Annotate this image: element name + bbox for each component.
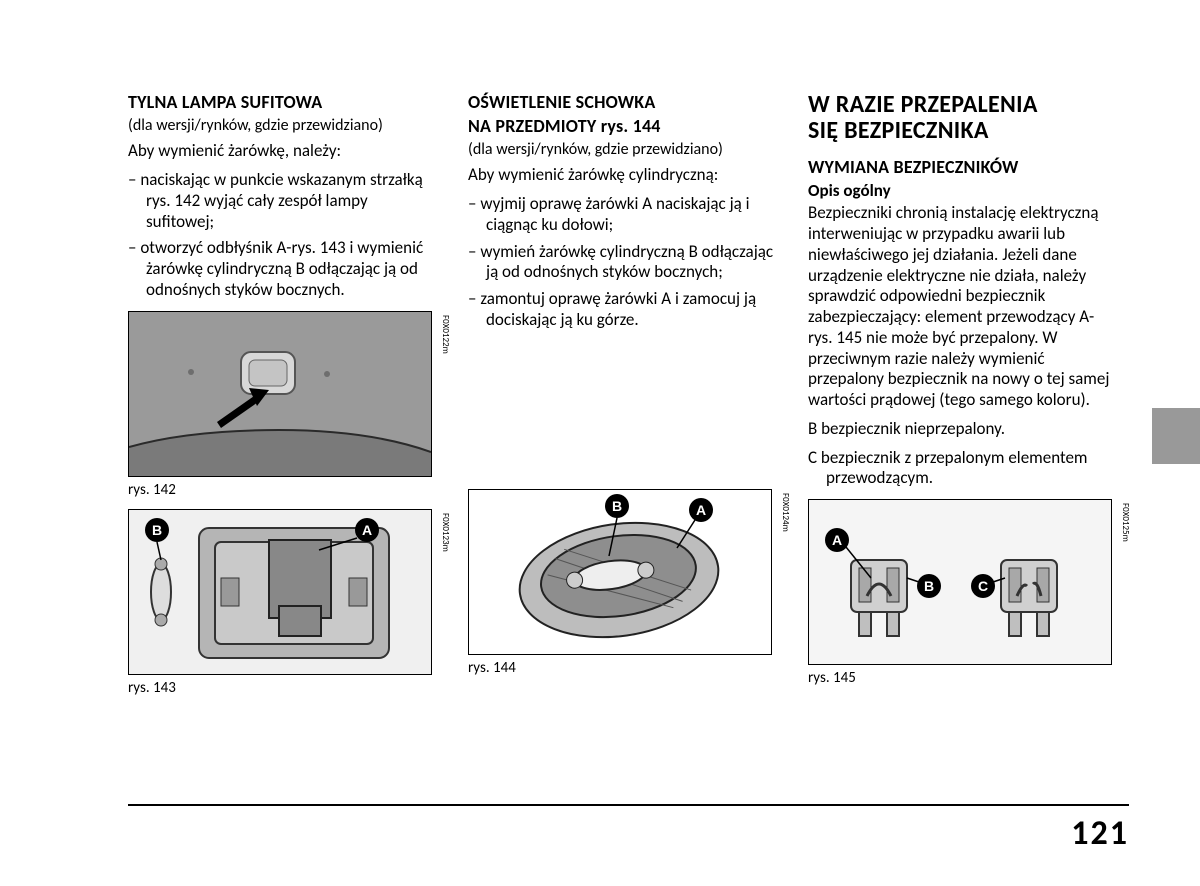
col3-heading: WYMIANA BEZPIECZNIKÓW [808, 157, 1118, 179]
fig145-caption: rys. 145 [808, 669, 1118, 687]
col1-heading: TYLNA LAMPA SUFITOWA [128, 92, 438, 114]
col2-sub: (dla wersji/rynków, gdzie przewidziano) [468, 140, 778, 160]
fig143-caption: rys. 143 [128, 679, 438, 697]
svg-text:A: A [832, 532, 842, 548]
col3-title: W RAZIE PRZEPALENIA SIĘ BEZPIECZNIKA [808, 92, 1118, 145]
col3-p3: C bezpiecznik z przepalonym elementem pr… [808, 448, 1118, 489]
col2-li2: wymień żarówkę cylindryczną B odłączając… [468, 242, 778, 283]
fig144-caption: rys. 144 [468, 659, 778, 677]
col2-li1: wyjmij oprawę żarówki A naciskając ją i … [468, 194, 778, 235]
column-2: OŚWIETLENIE SCHOWKA NA PRZEDMIOTY rys. 1… [468, 92, 778, 697]
horizontal-rule [128, 804, 1129, 806]
fig142-code: F0X0122m [439, 315, 450, 354]
col1-li2: otworzyć odbłyśnik A-rys. 143 i wymienić… [128, 238, 438, 300]
figure-144: B A [468, 489, 772, 655]
col1-sub: (dla wersji/rynków, gdzie przewidziano) [128, 116, 438, 136]
side-tab [1152, 408, 1200, 464]
col2-heading2: NA PRZEDMIOTY rys. 144 [468, 116, 778, 138]
fig143-code: F0X0123m [439, 513, 450, 552]
figure-142 [128, 311, 432, 477]
svg-text:C: C [978, 578, 988, 594]
col3-sub: Opis ogólny [808, 181, 1118, 202]
figure-145: A B C [808, 499, 1112, 665]
svg-text:B: B [612, 498, 622, 514]
col2-list: wyjmij oprawę żarówki A naciskając ją i … [468, 194, 778, 330]
col1-li1: naciskając w punkcie wskazanym strzałką … [128, 170, 438, 232]
col2-p1: Aby wymienić żarówkę cylindryczną: [468, 165, 778, 186]
fig145-code: F0X0125m [1119, 503, 1130, 542]
svg-text:A: A [696, 502, 706, 518]
col1-p1: Aby wymienić żarówkę, należy: [128, 141, 438, 162]
col2-heading1: OŚWIETLENIE SCHOWKA [468, 92, 778, 114]
column-1: TYLNA LAMPA SUFITOWA (dla wersji/rynków,… [128, 92, 438, 697]
col2-li3: zamontuj oprawę żarówki A i zamocuj ją d… [468, 289, 778, 330]
figure-143: B A [128, 509, 432, 675]
fig142-caption: rys. 142 [128, 481, 438, 499]
svg-text:B: B [924, 578, 934, 594]
page-number: 121 [1071, 813, 1129, 854]
label-B: B [152, 522, 162, 538]
col3-p2: B bezpiecznik nieprzepalony. [808, 419, 1118, 440]
label-A: A [362, 522, 372, 538]
column-3: W RAZIE PRZEPALENIA SIĘ BEZPIECZNIKA WYM… [808, 92, 1118, 697]
col3-p1: Bezpieczniki chronią instalację elektryc… [808, 203, 1118, 410]
page-content: TYLNA LAMPA SUFITOWA (dla wersji/rynków,… [0, 0, 1200, 697]
col1-list: naciskając w punkcie wskazanym strzałką … [128, 170, 438, 300]
fig144-code: F0X0124m [779, 493, 790, 532]
